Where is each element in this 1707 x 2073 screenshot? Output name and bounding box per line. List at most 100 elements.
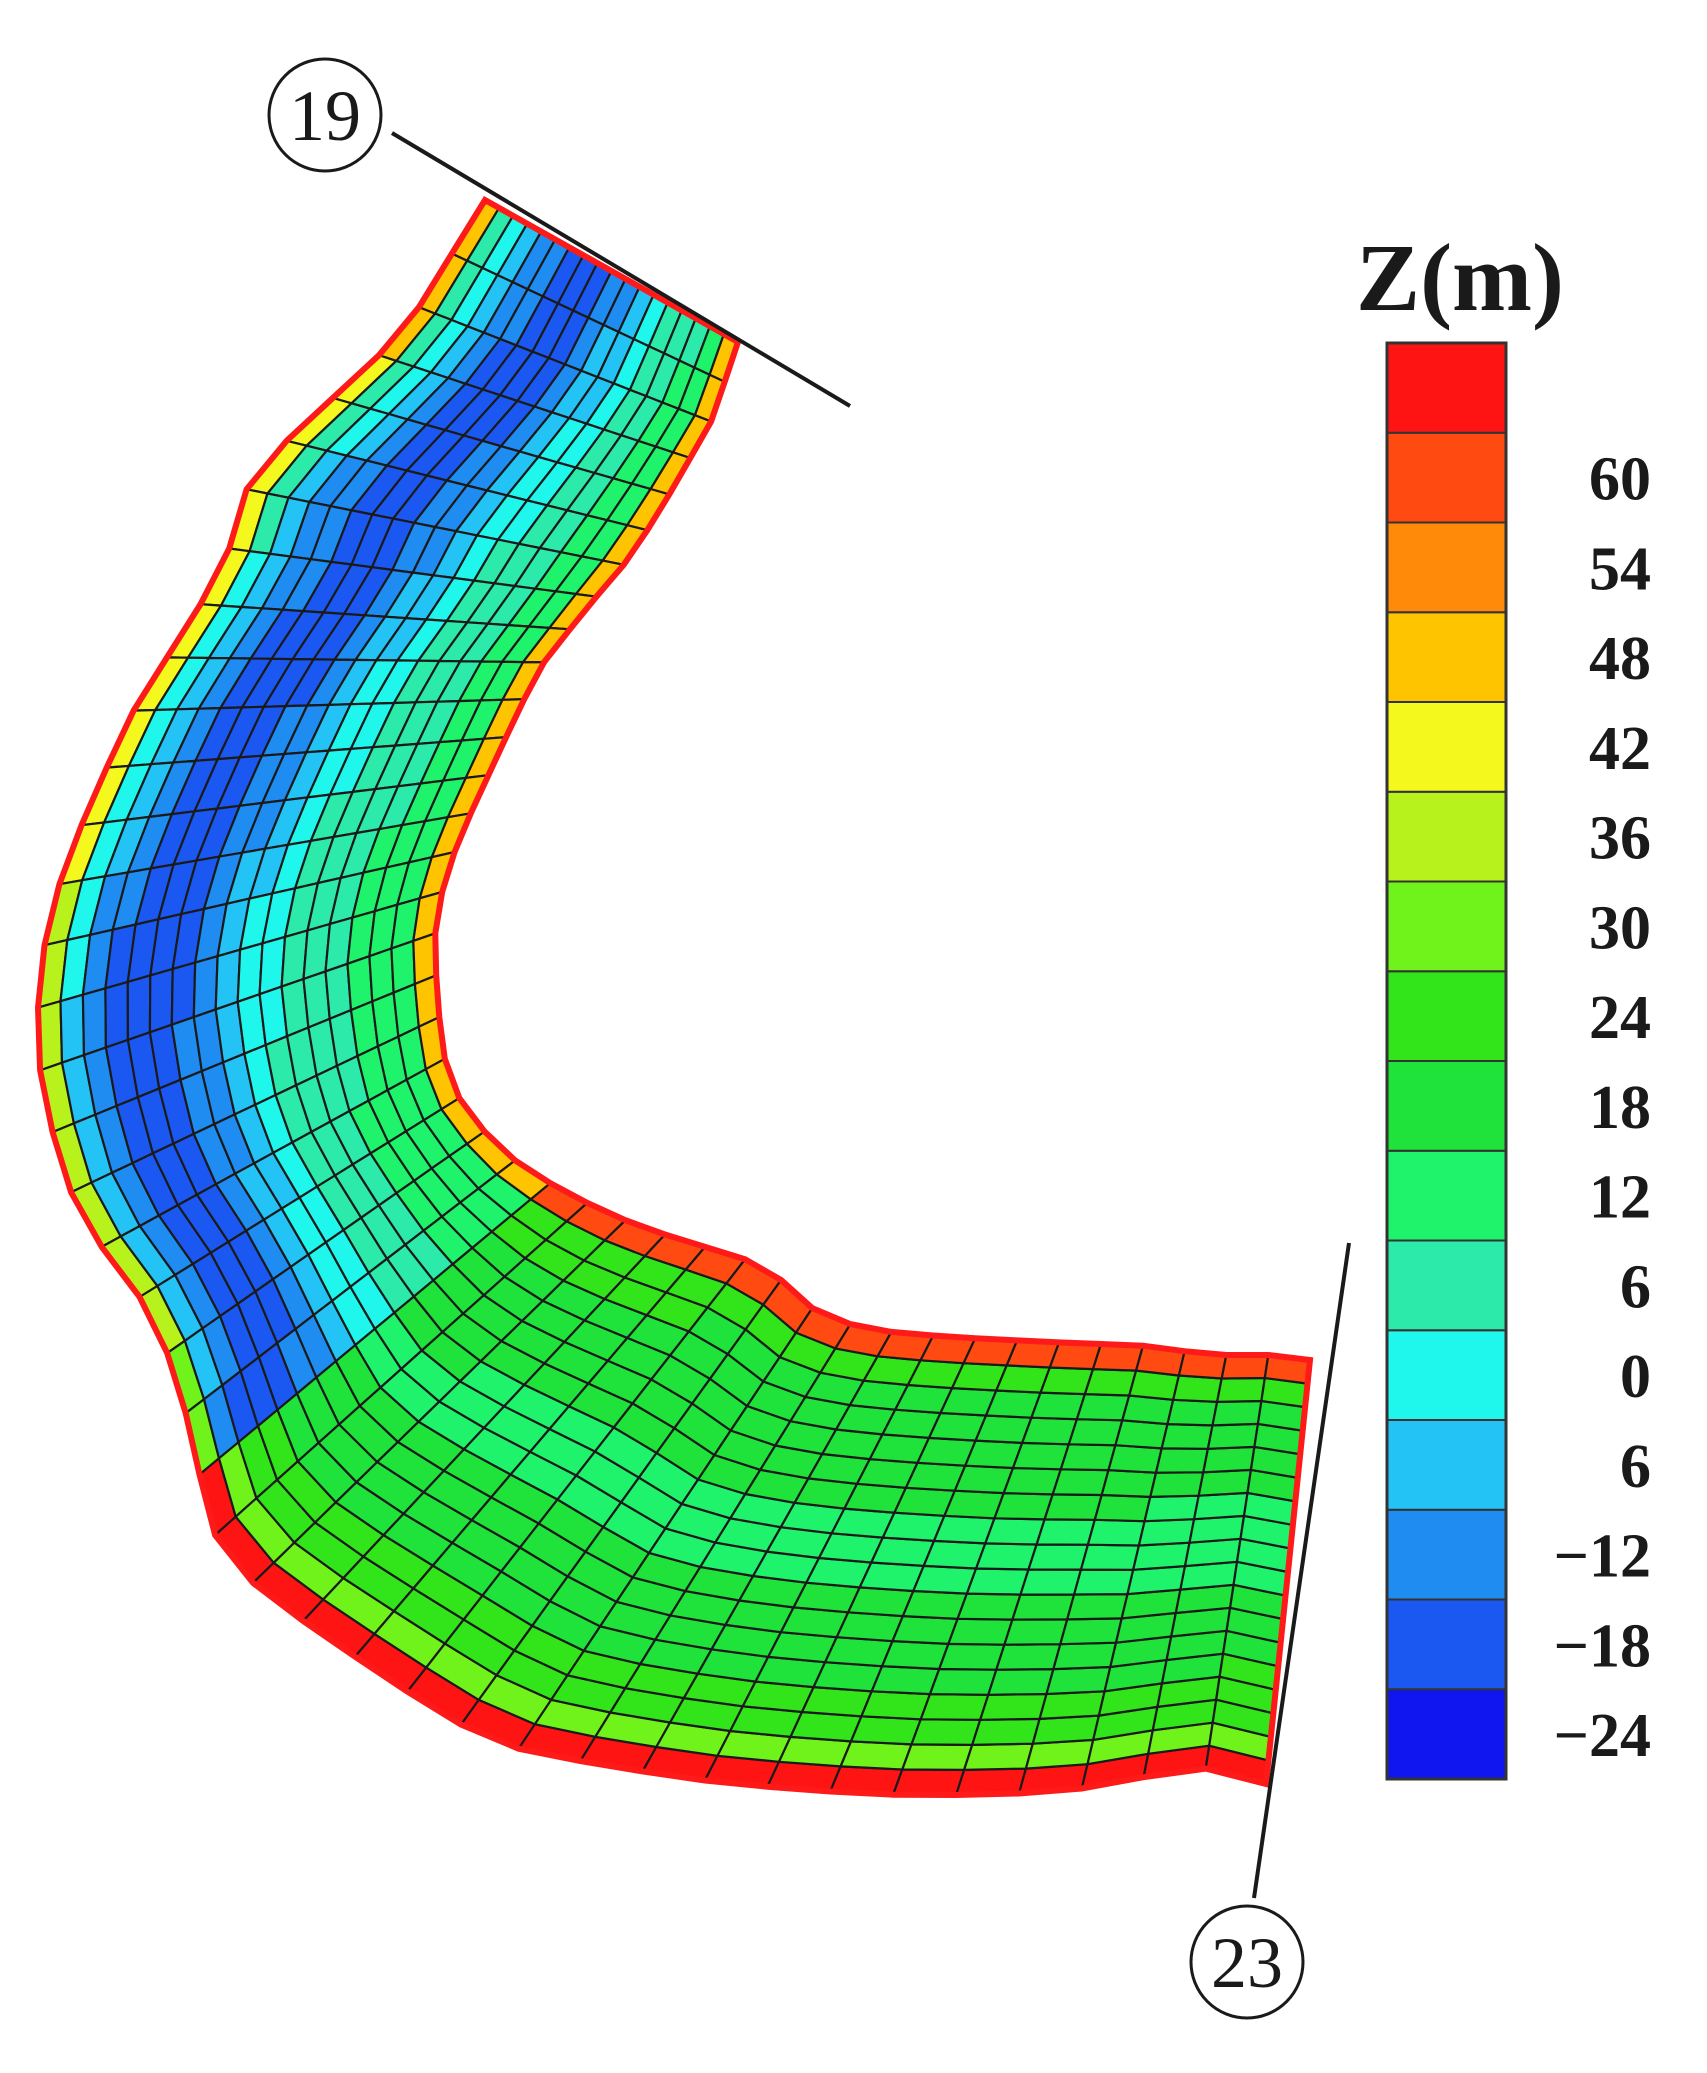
mesh-cell: [126, 973, 152, 1042]
colorbar-bins: [1386, 342, 1507, 1780]
mesh-cell: [909, 1718, 982, 1747]
mesh-cell: [1206, 1422, 1260, 1450]
mesh-cell: [104, 980, 130, 1050]
mesh-cell: [1020, 1416, 1079, 1446]
mesh-cell: [986, 1667, 1055, 1696]
mesh-cell: [1018, 1568, 1083, 1596]
section-line-23: [1252, 1242, 1351, 1899]
mesh-cell: [1051, 1468, 1110, 1497]
colorbar-tick-label: 42: [1589, 715, 1651, 783]
mesh-cell: [891, 1768, 966, 1797]
mesh-cell: [1211, 1399, 1263, 1427]
mesh-cell: [214, 948, 242, 1011]
colorbar-bin: [1386, 1149, 1507, 1242]
mesh-cell: [946, 1617, 1014, 1646]
colorbar-tick-label: 60: [1589, 446, 1651, 514]
mesh-cell: [1143, 1494, 1201, 1523]
colorbar-tick-label: −18: [1554, 1612, 1651, 1680]
colorbar-tick-label: 0: [1620, 1343, 1651, 1411]
mesh-cell: [1058, 1617, 1124, 1646]
mesh-cell: [900, 1743, 974, 1772]
mesh-cell: [970, 1717, 1042, 1747]
section-line-19: [390, 131, 852, 408]
mesh-cell: [1197, 1468, 1253, 1497]
mesh-cell: [1137, 1518, 1196, 1547]
section-circle-19: [267, 57, 383, 173]
colorbar-tick-label: 30: [1589, 894, 1651, 962]
colorbar-bin: [1386, 1508, 1507, 1601]
mesh-cell: [890, 1614, 960, 1646]
mesh-cell: [838, 1740, 914, 1771]
mesh-cell: [1215, 1376, 1267, 1404]
mesh-cell: [170, 961, 197, 1027]
mesh-cell: [1029, 1391, 1087, 1421]
mesh-cell: [983, 1517, 1047, 1546]
section-marker-23: 23: [1189, 1242, 1351, 2020]
section-circle-23: [1189, 1904, 1305, 2020]
mesh-cell: [1002, 1466, 1063, 1496]
mesh-cell: [870, 1665, 941, 1696]
channel-bank-edge: [34, 195, 1314, 1799]
mesh-cell: [81, 986, 108, 1057]
mesh-cell: [1059, 1443, 1117, 1472]
mesh-cell: [937, 1642, 1006, 1671]
mesh-cell: [1002, 1618, 1069, 1646]
colorbar-frame: [1385, 341, 1508, 1781]
mesh-cell: [932, 1514, 997, 1545]
section-marker-19: 19: [267, 57, 852, 408]
mesh-cell: [1045, 1665, 1112, 1696]
colorbar-bin: [1386, 521, 1507, 614]
mesh-cell: [1043, 1493, 1104, 1521]
colorbar-tick-label: 36: [1589, 805, 1651, 873]
colorbar-bin: [1386, 1688, 1507, 1780]
mesh-cell: [956, 1592, 1023, 1621]
colorbar-tick-label: −12: [1554, 1523, 1651, 1591]
mesh-cell: [962, 1742, 1035, 1772]
colorbar-tick-label: 24: [1589, 984, 1651, 1052]
mesh-cell: [1026, 1543, 1090, 1571]
colorbar-bin: [1386, 1060, 1507, 1152]
mesh-cell: [1065, 1592, 1129, 1621]
mesh-cell: [1171, 1374, 1224, 1404]
colorbar-bin: [1386, 1419, 1507, 1511]
colorbar-bin: [1386, 342, 1507, 434]
colorbar-bin: [1386, 970, 1507, 1062]
mesh-cell: [1038, 1690, 1107, 1721]
mesh-cell: [148, 967, 174, 1034]
colorbar-bin: [1386, 790, 1507, 883]
mesh-cell: [59, 993, 86, 1065]
mesh-cell: [1148, 1471, 1205, 1499]
channel-mesh: [34, 195, 1314, 1799]
mesh-cell: [1079, 1543, 1141, 1571]
mesh-cell: [880, 1639, 950, 1671]
mesh-cell: [919, 1692, 990, 1721]
mesh-cell: [1160, 1422, 1214, 1450]
mesh-cell: [974, 1542, 1039, 1571]
mesh-cell: [1093, 1493, 1152, 1523]
mesh-cell: [1166, 1398, 1219, 1427]
colorbar-tick-label: 12: [1589, 1164, 1651, 1232]
mesh-cell: [1107, 1444, 1164, 1474]
mesh-cell: [901, 1589, 969, 1620]
mesh-cell: [994, 1643, 1062, 1671]
colorbar-bin: [1386, 1239, 1507, 1332]
section-label-23: 23: [1211, 1923, 1283, 2003]
mesh-cells: [36, 198, 1312, 1797]
mesh-cell: [1220, 1353, 1270, 1380]
section-label-19: 19: [289, 76, 361, 156]
colorbar-bin: [1386, 880, 1507, 973]
mesh-cell: [922, 1539, 987, 1570]
colorbar-tick-label: 6: [1620, 1433, 1651, 1501]
mesh-cell: [849, 1715, 923, 1746]
mesh-cell: [965, 1567, 1030, 1596]
mesh-cell: [992, 1491, 1055, 1521]
colorbar-title: Z(m): [1356, 224, 1564, 331]
mesh-cell: [1086, 1518, 1146, 1547]
mesh-cell: [835, 1611, 905, 1643]
colorbar-tick-label: 6: [1620, 1253, 1651, 1321]
colorbar-tick-label: −24: [1554, 1702, 1651, 1770]
mesh-cell: [1201, 1445, 1256, 1474]
